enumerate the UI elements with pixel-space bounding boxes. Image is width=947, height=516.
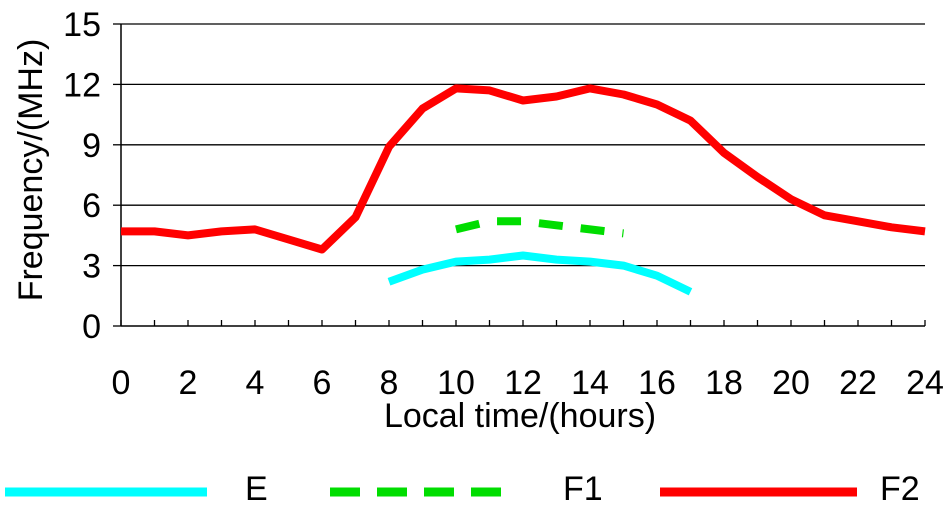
y-tick-label: 15 (63, 6, 101, 44)
axes (113, 23, 926, 327)
x-tick-label: 16 (638, 364, 676, 402)
x-tick-label: 8 (380, 364, 399, 402)
series-line-f1 (455, 217, 624, 238)
x-tick-label: 14 (571, 364, 609, 402)
y-axis-title: Frequency/(MHz) (12, 39, 50, 302)
legend-label-f2: F2 (880, 470, 920, 508)
series-line-f2 (121, 84, 926, 254)
x-tick-label: 20 (772, 364, 810, 402)
x-tick-label: 0 (112, 364, 131, 402)
y-tick-labels: 0 3 6 9 12 15 (63, 6, 101, 346)
series-line-e (387, 251, 693, 296)
legend: E F1 F2 (5, 470, 920, 508)
x-tick-labels: 0 2 4 6 8 10 12 14 16 18 20 22 24 (112, 364, 944, 402)
x-tick-label: 24 (906, 364, 944, 402)
gridlines (121, 23, 925, 267)
x-tick-label: 2 (179, 364, 198, 402)
y-tick-label: 6 (82, 187, 101, 225)
x-tick-label: 22 (839, 364, 877, 402)
legend-label-e: E (245, 470, 268, 508)
y-tick-label: 12 (63, 66, 101, 104)
x-tick-label: 4 (246, 364, 265, 402)
x-tick-label: 18 (705, 364, 743, 402)
series-lines (120, 84, 926, 296)
x-axis-title: Local time/(hours) (384, 397, 656, 435)
x-tick-label: 6 (313, 364, 332, 402)
y-tick-label: 3 (82, 248, 101, 286)
legend-label-f1: F1 (563, 470, 603, 508)
y-tick-label: 0 (82, 308, 101, 346)
x-tick-label: 10 (437, 364, 475, 402)
x-tick-label: 12 (504, 364, 542, 402)
y-tick-label: 9 (82, 127, 101, 165)
